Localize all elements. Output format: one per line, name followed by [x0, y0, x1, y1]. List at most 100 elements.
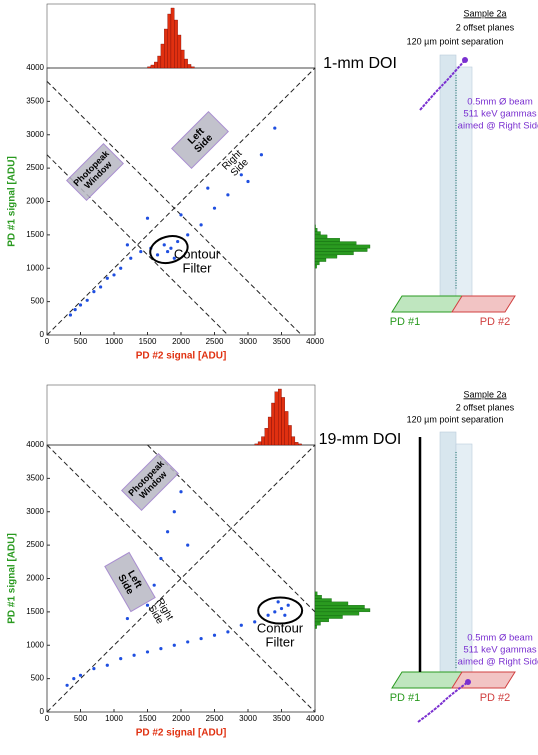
point [65, 683, 69, 687]
histogram-bar [314, 605, 365, 609]
histogram-bar [150, 64, 155, 69]
y-tick-label: 3000 [26, 130, 44, 139]
histogram-bar [147, 66, 151, 69]
x-tick-label: 3000 [239, 337, 257, 346]
point [73, 308, 77, 312]
point [172, 643, 176, 647]
x-tick-label: 500 [74, 714, 88, 723]
point [152, 583, 156, 587]
window-line [46, 67, 316, 336]
x-tick-label: 3500 [273, 337, 291, 346]
histogram-bar [314, 261, 320, 266]
point [125, 243, 129, 247]
histogram-bar [281, 397, 285, 446]
contour [257, 596, 304, 625]
arrow-box [66, 143, 124, 201]
point [172, 510, 176, 514]
point [92, 290, 96, 294]
y-tick-label: 2500 [26, 540, 44, 549]
point [246, 179, 250, 184]
y-tick-label: 1000 [26, 640, 44, 649]
histogram-bar [167, 13, 172, 69]
y-tick-label: 2500 [26, 163, 44, 172]
beam-label: 511 keV gammas [463, 109, 536, 120]
planes-label: 2 offset planes [456, 22, 515, 32]
point [129, 256, 133, 260]
separation-label: 120 µm point separation [407, 414, 504, 424]
sample-label: Sample 2a [463, 389, 506, 399]
point [119, 657, 123, 661]
x-axis-label: PD #2 signal [ADU] [136, 728, 227, 739]
point [186, 543, 190, 547]
histogram-bar [294, 442, 299, 446]
x-tick-label: 2000 [172, 714, 190, 723]
pd2-label: PD #2 [480, 692, 511, 704]
beam [417, 681, 469, 723]
x-tick-label: 1000 [105, 337, 123, 346]
histogram-bar [187, 64, 192, 69]
point [286, 603, 290, 607]
point [283, 613, 287, 617]
point [206, 186, 210, 190]
doi-label: 1-mm DOI [323, 55, 397, 72]
point [159, 556, 163, 561]
arrow-box [121, 453, 179, 511]
column [439, 54, 457, 301]
point [72, 677, 76, 681]
point [186, 640, 190, 644]
beam-label: 0.5mm Ø beam [467, 633, 533, 644]
histogram-bar [154, 61, 158, 69]
point [239, 173, 243, 177]
histogram-bar [314, 591, 318, 596]
point [139, 249, 143, 254]
annotation: Filter [183, 260, 213, 275]
histogram-bar [277, 388, 282, 446]
annotation: Contour [174, 247, 221, 262]
histogram-bar [257, 441, 262, 446]
x-tick-label: 2500 [206, 714, 224, 723]
x-tick-label: 4000 [306, 337, 324, 346]
y-tick-label: 4000 [26, 440, 44, 449]
column [439, 431, 457, 679]
histogram-bar [314, 618, 329, 623]
histogram-bar [314, 608, 371, 613]
beam-label: aimed @ Right Side [458, 121, 538, 132]
histogram-bar [314, 625, 317, 629]
x-tick-label: 1500 [139, 714, 157, 723]
histogram-bar [261, 436, 265, 446]
x-tick-label: 1000 [105, 714, 123, 723]
histogram-bar [314, 601, 349, 606]
x-tick-label: 2000 [172, 337, 190, 346]
histogram-bar [314, 615, 343, 619]
point [279, 606, 284, 611]
histogram-bar [314, 595, 322, 599]
x-tick-label: 3500 [273, 714, 291, 723]
annotation: Filter [266, 634, 296, 649]
histogram-bar [314, 251, 354, 256]
arrow-box [104, 551, 156, 613]
x-tick-label: 2500 [206, 337, 224, 346]
histogram-bar [177, 34, 182, 69]
pd1-label: PD #1 [390, 316, 421, 328]
point [145, 650, 150, 654]
point [78, 673, 83, 677]
histogram-bar [314, 241, 357, 246]
point [169, 246, 173, 250]
histogram-bar [157, 55, 162, 69]
x-tick-label: 0 [45, 714, 50, 723]
histogram-bar [288, 425, 292, 446]
y-tick-label: 500 [31, 297, 45, 306]
point [85, 298, 89, 302]
point [155, 253, 160, 257]
histogram-bar [314, 254, 338, 259]
y-tick-label: 3500 [26, 96, 44, 105]
point [259, 153, 263, 157]
x-axis-label: PD #2 signal [ADU] [136, 351, 227, 362]
point [125, 616, 129, 621]
point [266, 613, 270, 617]
histogram-bar [264, 428, 269, 446]
histogram-bar [314, 264, 317, 269]
y-tick-label: 2000 [26, 197, 44, 206]
histogram-bar [267, 416, 272, 446]
